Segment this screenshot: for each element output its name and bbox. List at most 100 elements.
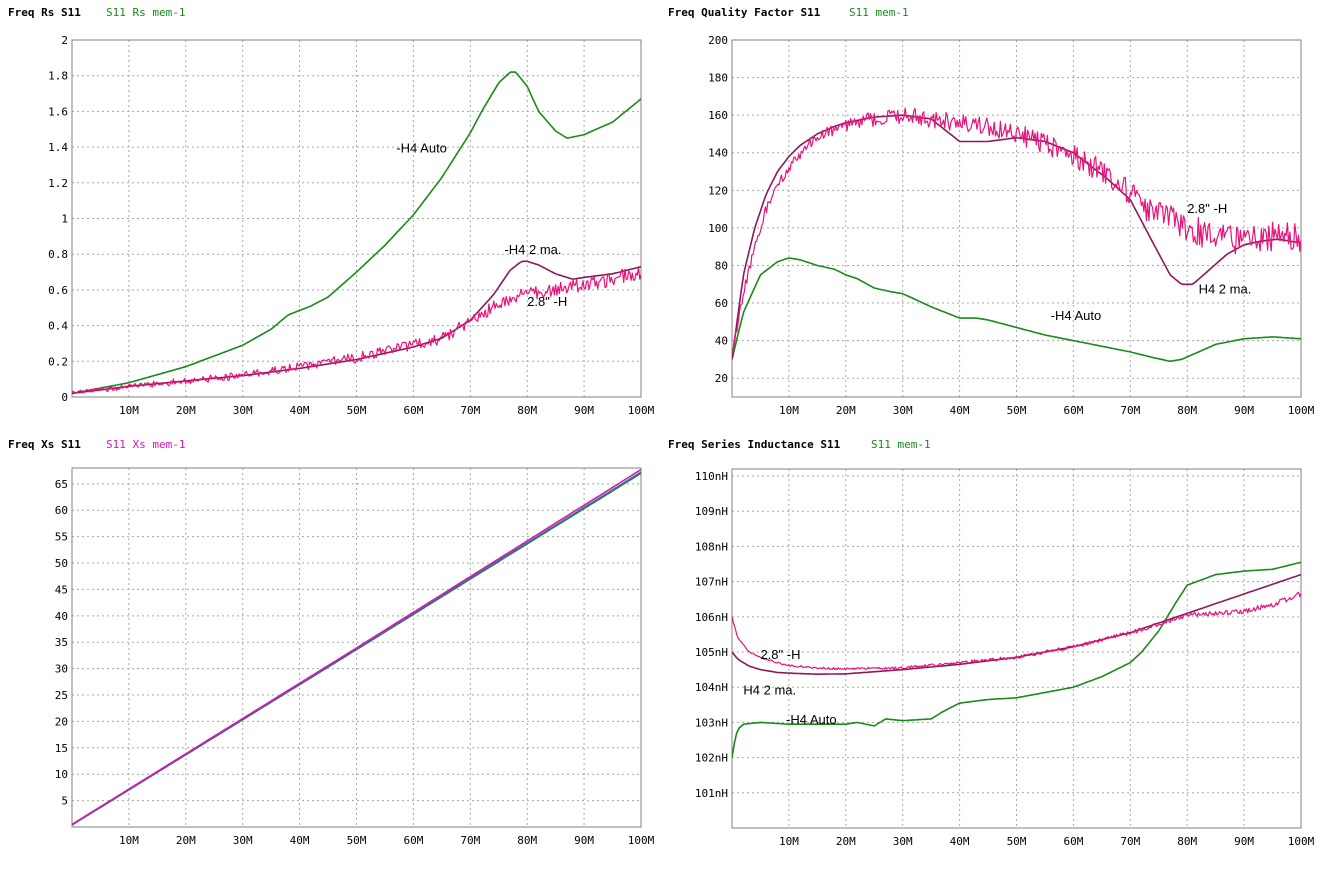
y-tick-label: 20: [715, 372, 728, 385]
y-tick-label: 0.4: [48, 320, 68, 333]
y-tick-label: 120: [708, 184, 728, 197]
x-tick-label: 90M: [574, 834, 594, 847]
y-tick-label: 60: [715, 297, 728, 310]
y-tick-label: 140: [708, 147, 728, 160]
x-tick-label: 100M: [628, 404, 655, 417]
x-tick-label: 50M: [347, 404, 367, 417]
y-tick-label: 0.8: [48, 248, 68, 261]
y-tick-label: 110nH: [695, 470, 728, 483]
x-tick-label: 50M: [347, 834, 367, 847]
plot-frame: [71, 39, 642, 398]
rs-chart-legend: S11 Rs mem-1: [106, 6, 186, 19]
x-tick-label: 70M: [460, 834, 480, 847]
x-tick-label: 80M: [517, 404, 537, 417]
y-tick-label: 107nH: [695, 576, 728, 589]
y-tick-label: 45: [55, 583, 68, 596]
y-tick-label: 160: [708, 109, 728, 122]
x-tick-label: 80M: [517, 834, 537, 847]
series-line-3: [732, 107, 1301, 355]
y-tick-label: 105nH: [695, 646, 728, 659]
rs-chart-title: Freq Rs S11: [8, 6, 81, 19]
series-annotation: 2.8" -H: [527, 294, 567, 309]
xs-chart-legend: S11 Xs mem-1: [106, 438, 186, 451]
x-tick-label: 100M: [628, 834, 655, 847]
x-tick-label: 50M: [1007, 835, 1027, 848]
plot-frame: [731, 468, 1302, 829]
y-tick-label: 180: [708, 72, 728, 85]
y-tick-label: 30: [55, 663, 68, 676]
y-tick-label: 103nH: [695, 716, 728, 729]
series-line-1: [72, 71, 641, 395]
x-tick-label: 90M: [574, 404, 594, 417]
y-tick-label: 40: [55, 610, 68, 623]
series-annotation: 2.8" -H: [1187, 201, 1227, 216]
ls-chart-legend: S11 mem-1: [871, 438, 931, 451]
q-chart-legend: S11 mem-1: [849, 6, 909, 19]
x-tick-label: 60M: [1063, 404, 1083, 417]
x-tick-label: 100M: [1288, 404, 1315, 417]
series-annotation: H4 2 ma.: [1199, 282, 1252, 297]
y-tick-label: 40: [715, 335, 728, 348]
x-tick-label: 40M: [950, 835, 970, 848]
x-tick-label: 10M: [779, 835, 799, 848]
x-tick-label: 70M: [1120, 835, 1140, 848]
y-tick-label: 65: [55, 478, 68, 491]
x-tick-label: 30M: [893, 404, 913, 417]
x-tick-label: 40M: [290, 404, 310, 417]
y-tick-label: 106nH: [695, 611, 728, 624]
plot-frame: [731, 39, 1302, 398]
x-tick-label: 60M: [403, 834, 423, 847]
y-tick-label: 1: [61, 213, 68, 226]
y-tick-label: 200: [708, 34, 728, 47]
x-tick-label: 70M: [460, 404, 480, 417]
x-tick-label: 40M: [950, 404, 970, 417]
rs-chart: 0 0.2 0.4 0.6 0.8 1 1.2 1.4 1.6 1.8 2 10M 20M 30M 40M 5…: [48, 34, 655, 417]
x-tick-label: 60M: [403, 404, 423, 417]
y-tick-label: 5: [61, 795, 68, 808]
y-tick-label: 50: [55, 557, 68, 570]
x-tick-label: 90M: [1234, 404, 1254, 417]
x-tick-label: 30M: [233, 404, 253, 417]
x-tick-label: 70M: [1120, 404, 1140, 417]
y-tick-label: 102nH: [695, 752, 728, 765]
y-tick-label: 1.6: [48, 105, 68, 118]
series-annotation: -H4 2 ma.: [504, 242, 561, 257]
y-tick-label: 1.8: [48, 70, 68, 83]
series-annotation: -H4 Auto: [1051, 308, 1102, 323]
y-tick-label: 15: [55, 742, 68, 755]
series-line-1: [732, 257, 1301, 363]
y-tick-label: 2: [61, 34, 68, 47]
x-tick-label: 80M: [1177, 835, 1197, 848]
xs-chart-title: Freq Xs S11: [8, 438, 81, 451]
series-annotation: 2.8" -H: [760, 647, 800, 662]
y-tick-label: 109nH: [695, 505, 728, 518]
y-tick-label: 55: [55, 531, 68, 544]
series-inductance-chart: 101nH 102nH 103nH 104nH 105nH 106nH 107nH 108nH…: [695, 468, 1315, 848]
series-line-2: [72, 260, 641, 395]
series-line-3: [732, 591, 1301, 671]
series-annotation: -H4 Auto: [396, 140, 447, 155]
series-line-3: [72, 468, 641, 826]
x-tick-label: 20M: [836, 835, 856, 848]
x-tick-label: 80M: [1177, 404, 1197, 417]
q-chart-title: Freq Quality Factor S11: [668, 6, 821, 19]
y-tick-label: 104nH: [695, 681, 728, 694]
x-tick-label: 100M: [1288, 835, 1315, 848]
series-line-1: [732, 561, 1301, 758]
y-tick-label: 80: [715, 259, 728, 272]
y-tick-label: 0.2: [48, 355, 68, 368]
y-tick-label: 10: [55, 768, 68, 781]
x-tick-label: 40M: [290, 834, 310, 847]
y-tick-label: 20: [55, 715, 68, 728]
x-tick-label: 20M: [176, 834, 196, 847]
y-tick-label: 100: [708, 222, 728, 235]
y-tick-label: 1.2: [48, 177, 68, 190]
x-tick-label: 20M: [176, 404, 196, 417]
ls-chart-title: Freq Series Inductance S11: [668, 438, 841, 451]
y-tick-label: 1.4: [48, 141, 68, 154]
series-annotation: -H4 Auto: [786, 712, 837, 727]
x-tick-label: 30M: [233, 834, 253, 847]
series-annotation: H4 2 ma.: [743, 682, 796, 697]
x-tick-label: 10M: [119, 404, 139, 417]
series-line-3: [72, 266, 641, 394]
